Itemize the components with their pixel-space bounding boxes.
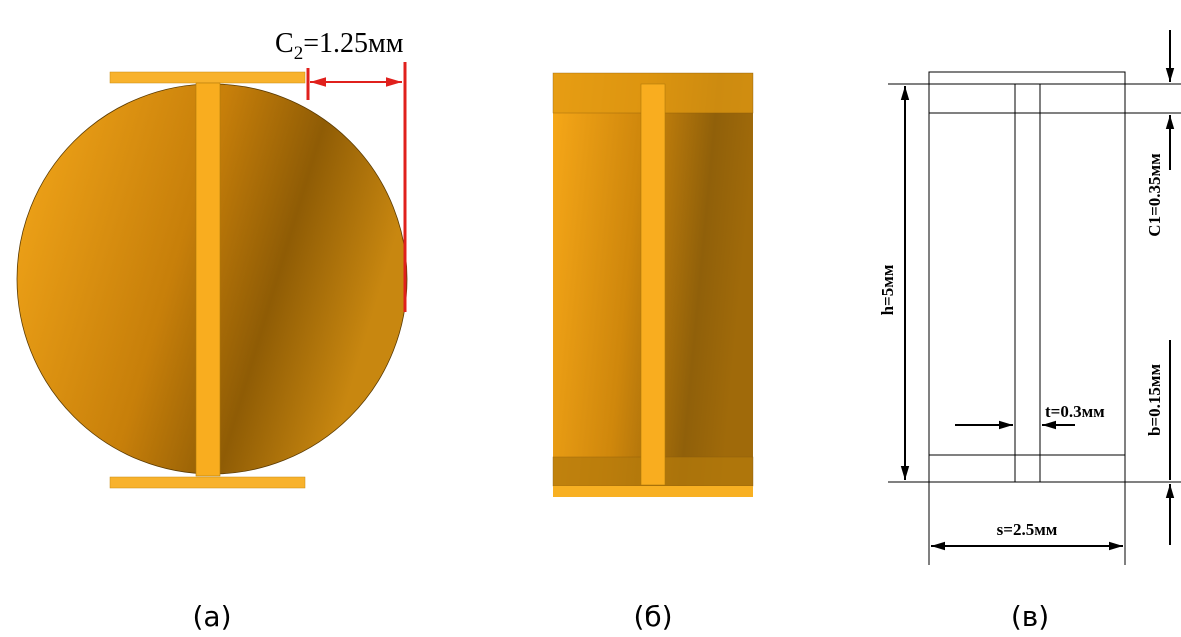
caption: (в) xyxy=(1011,600,1049,633)
c1-label: C1=0.35мм xyxy=(1145,153,1164,237)
top-plate xyxy=(110,72,305,83)
t-label: t=0.3мм xyxy=(1045,402,1105,421)
figure: C2=1.25мм (а) (б) h=5мм C1=0.35мм b=0.15… xyxy=(0,0,1181,637)
strip xyxy=(196,83,220,476)
dimension-label: C2=1.25мм xyxy=(275,28,404,64)
caption: (а) xyxy=(192,600,231,633)
panel-b: (б) xyxy=(553,73,753,633)
caption: (б) xyxy=(633,600,672,633)
h-label: h=5мм xyxy=(878,264,897,315)
panel-c: h=5мм C1=0.35мм b=0.15мм t=0.3мм s=2.5мм… xyxy=(878,30,1181,633)
s-label: s=2.5мм xyxy=(997,520,1058,539)
strip xyxy=(641,84,665,485)
bottom-plate xyxy=(110,477,305,488)
panel-a: C2=1.25мм (а) xyxy=(17,28,407,633)
b-label: b=0.15мм xyxy=(1145,364,1164,436)
bottom-plate xyxy=(553,486,753,497)
